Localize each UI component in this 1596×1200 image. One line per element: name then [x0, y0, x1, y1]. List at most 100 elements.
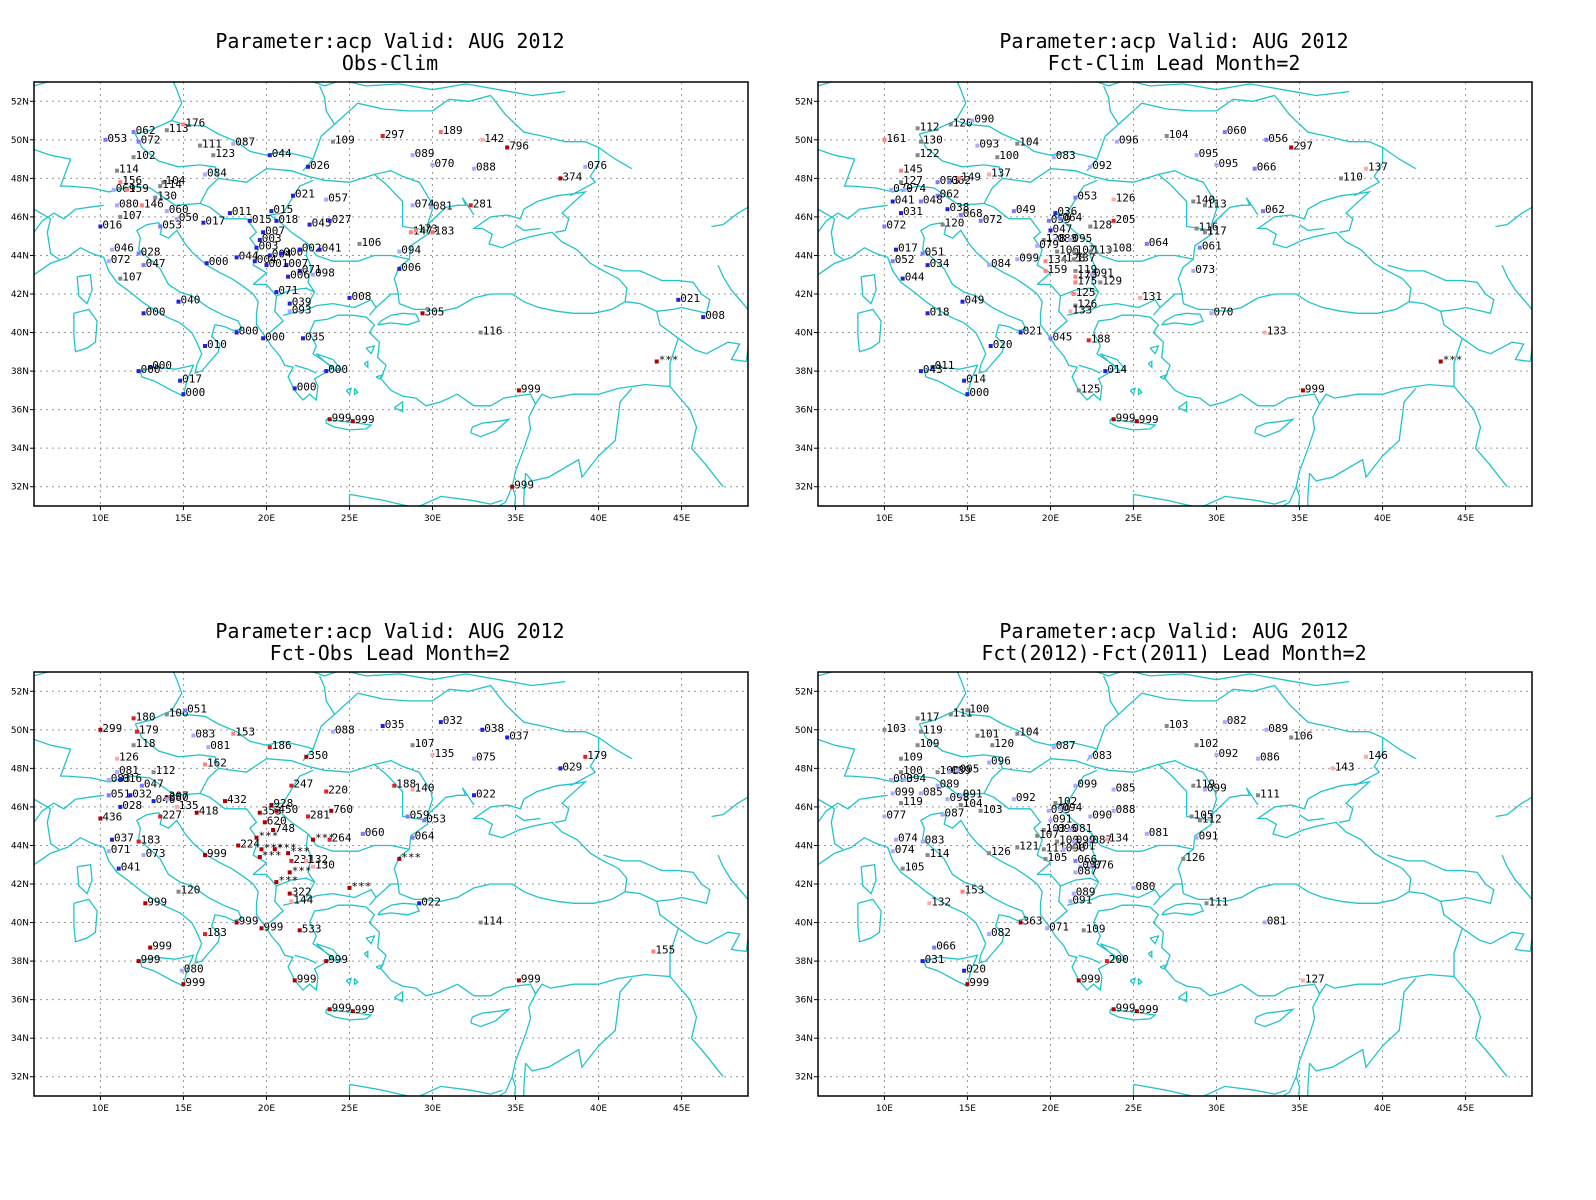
- panel-fct2012-fct2011: Parameter:acp Valid: AUG 2012 Fct(2012)-…: [794, 620, 1554, 1120]
- station-value-label: 071: [278, 284, 298, 297]
- x-tick-label: 35E: [507, 1104, 524, 1114]
- station-value-label: 134: [1048, 253, 1068, 266]
- station-marker: [918, 369, 923, 374]
- station-value-label: 074: [898, 832, 918, 845]
- station-marker: [289, 899, 294, 904]
- station-marker: [957, 176, 962, 181]
- coastline: [515, 224, 541, 232]
- station-marker: [1088, 754, 1093, 759]
- station-value-label: 003: [262, 232, 282, 245]
- station-value-label: 105: [1048, 851, 1068, 864]
- coastline: [1109, 418, 1157, 431]
- station-marker: [1058, 806, 1063, 811]
- coastline: [1387, 264, 1495, 315]
- station-value-label: 064: [415, 830, 435, 843]
- station-value-label: 089: [1076, 886, 1096, 899]
- station-marker: [201, 220, 206, 225]
- station-value-label: 156: [122, 174, 142, 187]
- station-marker: [327, 218, 332, 223]
- coastline: [1299, 814, 1325, 822]
- station-marker: [1256, 756, 1260, 761]
- station-marker: [1103, 369, 1108, 374]
- station-marker: [151, 799, 156, 804]
- station-value-label: 081: [210, 739, 230, 752]
- station-marker: [1071, 292, 1076, 296]
- station-value-label: 018: [278, 213, 298, 226]
- coastline: [1073, 672, 1350, 687]
- x-tick-label: 40E: [1374, 514, 1391, 524]
- station-value-label: 143: [1335, 760, 1355, 773]
- station-value-label: 099: [1207, 782, 1227, 795]
- station-value-label: 176: [185, 116, 205, 129]
- coastline: [73, 308, 98, 353]
- coastline: [253, 873, 285, 923]
- station-marker: [925, 263, 930, 268]
- station-value-label: 036: [1057, 205, 1077, 218]
- coastline: [67, 758, 428, 822]
- station-marker: [158, 224, 163, 229]
- station-marker: [106, 259, 111, 264]
- station-marker: [324, 959, 329, 964]
- station-value-label: 130: [315, 859, 335, 872]
- station-value-label: 029: [562, 760, 582, 773]
- station-marker: [1073, 783, 1078, 788]
- station-marker: [116, 866, 121, 871]
- station-marker: [141, 263, 146, 268]
- station-value-label: 104: [166, 174, 186, 187]
- station-marker: [915, 153, 920, 158]
- station-marker: [918, 791, 923, 796]
- station-marker: [882, 137, 887, 142]
- station-value-label: 052: [895, 253, 915, 266]
- station-value-label: 080: [169, 791, 189, 804]
- station-marker: [247, 218, 252, 223]
- station-value-label: 089: [1268, 722, 1288, 735]
- station-value-label: 071: [111, 843, 131, 856]
- station-marker: [438, 130, 443, 135]
- station-value-label: 137: [1076, 251, 1096, 264]
- station-value-label: 076: [1094, 859, 1114, 872]
- station-marker: [1114, 139, 1119, 144]
- y-tick-label: 36N: [11, 996, 29, 1006]
- station-value-label: 016: [122, 772, 142, 785]
- station-value-label: 047: [1053, 222, 1073, 235]
- station-marker: [1131, 885, 1136, 890]
- station-marker: [894, 837, 898, 842]
- x-tick-label: 30E: [424, 514, 441, 524]
- coastline: [603, 854, 711, 905]
- station-value-label: 125: [1076, 286, 1096, 299]
- station-value-label: 281: [473, 197, 493, 210]
- station-marker: [1108, 247, 1113, 252]
- station-marker: [1061, 847, 1066, 852]
- station-value-label: 146: [1368, 749, 1388, 762]
- panel-title: Parameter:acp Valid: AUG 2012: [215, 29, 565, 53]
- coastline: [1387, 854, 1495, 905]
- station-marker: [918, 139, 923, 144]
- coastline: [1501, 264, 1532, 362]
- station-value-label: 047: [146, 257, 166, 270]
- station-marker: [1048, 818, 1053, 823]
- station-value-label: 083: [925, 834, 945, 847]
- station-value-label: 131: [1142, 290, 1162, 303]
- station-value-label: 099: [1019, 251, 1039, 264]
- station-marker: [947, 770, 952, 775]
- coastline: [312, 675, 336, 750]
- station-marker: [900, 866, 905, 871]
- station-marker: [131, 743, 136, 748]
- coastline: [1440, 311, 1531, 363]
- station-marker: [357, 241, 362, 246]
- station-marker: [380, 134, 385, 138]
- panel-title: Parameter:acp Valid: AUG 2012: [999, 29, 1349, 53]
- station-value-label: 080: [119, 197, 139, 210]
- station-marker: [1041, 847, 1046, 852]
- station-marker: [272, 847, 277, 852]
- station-marker: [1144, 831, 1149, 836]
- station-value-label: 090: [974, 113, 994, 126]
- station-value-label: 000: [185, 386, 205, 399]
- station-marker: [1222, 720, 1227, 725]
- station-marker: [1015, 257, 1020, 262]
- coastline: [377, 312, 421, 326]
- station-marker: [1189, 814, 1194, 819]
- coastline: [363, 360, 369, 369]
- station-marker: [1191, 783, 1196, 788]
- station-value-label: 760: [333, 803, 353, 816]
